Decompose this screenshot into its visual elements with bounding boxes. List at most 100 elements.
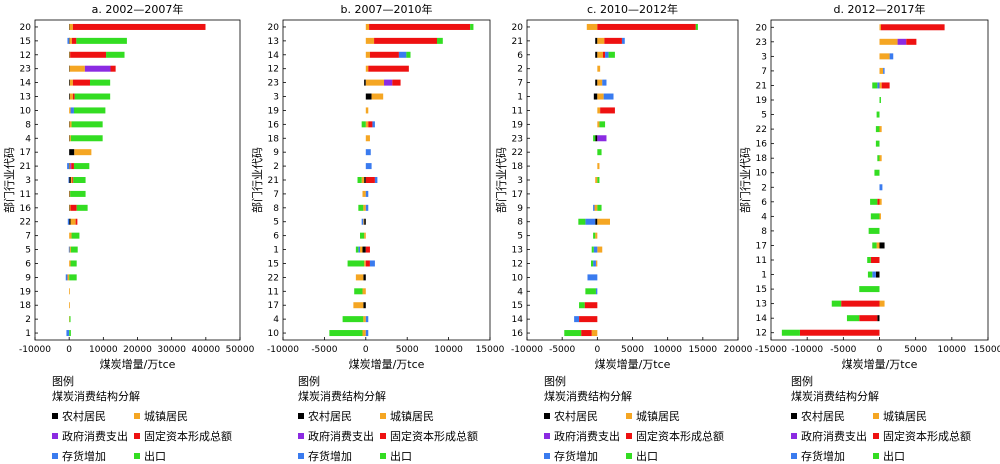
legend-item-rural: 农村居民 (298, 408, 380, 424)
bar-segment-capital (72, 79, 91, 86)
x-tick-label: 0 (877, 345, 883, 355)
legend-label-stock: 存货增加 (801, 450, 845, 463)
bar-segment-export (76, 204, 88, 211)
bar-segment-urban (597, 93, 604, 100)
chart-panel-c: c. 2010—2012年 -10000 -5000 0 5000 10000 15000 2… (494, 2, 753, 371)
bar-segment-urban (365, 79, 385, 86)
legend-swatch-urban (134, 413, 140, 419)
bar-segment-capital (602, 51, 606, 58)
legend-subtitle: 煤炭消费结构分解 (52, 390, 140, 403)
bar-segment-urban (586, 23, 598, 30)
y-tick-label: 3 (517, 176, 523, 186)
bar-segment-export (74, 93, 111, 100)
y-tick-label: 21 (756, 81, 767, 91)
bar-segment-urban (597, 51, 603, 58)
y-tick-label: 11 (756, 256, 767, 266)
bar-segment-rural (364, 177, 366, 183)
bar-segment-stock (877, 82, 880, 89)
bar-segment-export (354, 288, 363, 295)
y-tick-label: 9 (517, 204, 523, 214)
y-tick-label: 19 (512, 120, 524, 130)
bar-segment-capital (70, 204, 77, 211)
bar-segment-capital (579, 316, 598, 323)
bar-segment-capital (368, 65, 409, 72)
y-tick-label: 19 (756, 96, 768, 106)
x-tick-label: 15000 (689, 345, 718, 355)
x-tick-label: 10000 (653, 345, 682, 355)
bar-segment-urban (597, 246, 603, 253)
y-tick-label: 10 (756, 169, 768, 179)
bar-segment-export (329, 330, 363, 337)
y-tick-label: 3 (273, 93, 279, 103)
legend-label-rural: 农村居民 (554, 410, 598, 423)
bar-segment-urban (594, 204, 598, 211)
legend-label-rural: 农村居民 (308, 410, 352, 423)
x-axis-label: 煤炭增量/万tce (595, 357, 671, 371)
y-tick-label: 19 (268, 106, 280, 116)
y-tick-label: 11 (268, 287, 279, 297)
y-tick-label: 4 (517, 287, 523, 297)
bar-segment-urban (597, 218, 610, 225)
bar-segment-urban (364, 232, 366, 239)
bar-segment-urban (597, 163, 600, 170)
x-axis-label: 煤炭增量/万tce (349, 357, 425, 371)
y-tick-label: 16 (20, 204, 32, 214)
bar-segment-capital (877, 198, 880, 205)
y-tick-label: 3 (761, 52, 767, 62)
bar-segment-capital (72, 23, 206, 30)
bar-segment-export (90, 79, 111, 86)
bar-segment-urban (69, 204, 71, 211)
legend-subtitle: 煤炭消费结构分解 (544, 390, 632, 403)
x-tick-label: -5000 (830, 345, 856, 355)
bar-segment-export (591, 260, 594, 267)
y-tick-label: 8 (25, 120, 31, 130)
y-tick-label: 6 (273, 232, 279, 242)
y-tick-label: 16 (756, 140, 768, 150)
bar-segment-rural (595, 37, 598, 44)
y-tick-label: 13 (512, 246, 523, 256)
y-tick-label: 15 (512, 301, 523, 311)
legend-swatch-capital (380, 433, 386, 439)
bar-segment-urban (69, 260, 71, 267)
bar-segment-capital (369, 51, 399, 58)
legend-item-urban: 城镇居民 (134, 408, 244, 424)
bar-segment-urban (879, 213, 881, 220)
legend-label-capital: 固定资本形成总额 (144, 430, 232, 443)
bar-segment-capital (584, 302, 598, 309)
legend-item-export: 出口 (134, 448, 244, 464)
bar-segment-export (347, 260, 365, 267)
bar-segment-urban (879, 24, 881, 31)
legend-label-urban: 城镇居民 (390, 410, 434, 423)
bar-segment-urban (69, 51, 71, 58)
bar-segment-export (695, 23, 698, 30)
y-tick-label: 22 (512, 148, 523, 158)
legend-label-rural: 农村居民 (801, 410, 845, 423)
bar-segment-rural (595, 51, 598, 58)
bar-segment-capital (70, 51, 107, 58)
legend-swatch-gov (52, 433, 58, 439)
bar-segment-export (599, 121, 606, 128)
chart-title: c. 2010—2012年 (587, 2, 678, 16)
y-tick-label: 15 (20, 37, 31, 47)
bar-segment-urban (69, 23, 73, 30)
bar-segment-gov (597, 135, 607, 142)
legend-items: 农村居民 城镇居民 政府消费支出 固定资本形成总额 存货增加 出口 (791, 408, 1000, 464)
legend-swatch-export (626, 453, 632, 459)
bar-segment-export (70, 246, 78, 253)
y-tick-label: 18 (512, 162, 524, 172)
bar-segment-export (846, 315, 860, 322)
bar-segment-export (875, 140, 880, 147)
legend-title: 图例 (298, 375, 320, 388)
bar-segment-export (69, 316, 71, 323)
legend-label-stock: 存货增加 (554, 450, 598, 463)
y-tick-label: 23 (756, 38, 767, 48)
bar-segment-capital (392, 79, 401, 86)
y-tick-label: 8 (273, 204, 279, 214)
legend-title: 图例 (544, 375, 566, 388)
legend-swatch-urban (873, 413, 879, 419)
y-tick-label: 14 (756, 314, 768, 324)
bar-segment-export (872, 242, 877, 249)
legend-item-rural: 农村居民 (791, 408, 873, 424)
legend-swatch-capital (134, 433, 140, 439)
bar-segment-stock (70, 107, 74, 114)
